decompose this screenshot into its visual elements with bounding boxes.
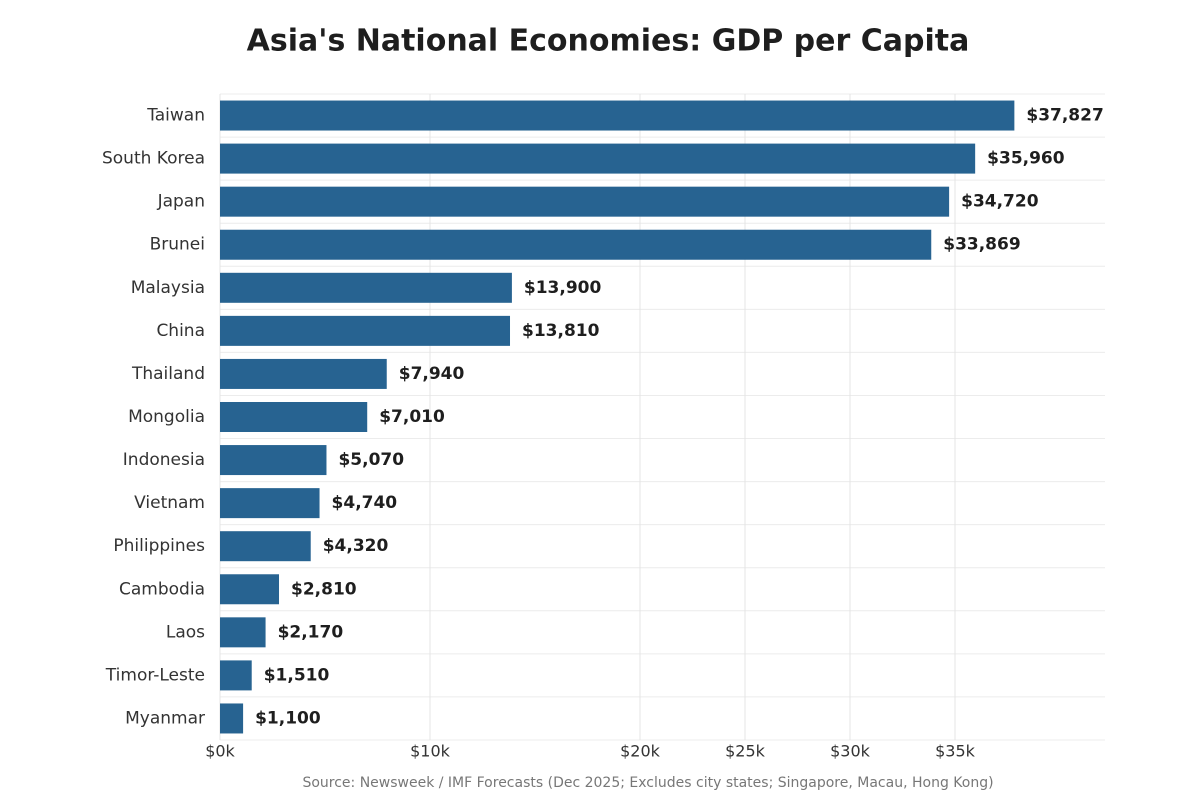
x-tick-label: $20k	[620, 742, 661, 761]
value-label: $1,100	[255, 708, 321, 728]
value-label: $1,510	[264, 665, 330, 685]
y-tick-label: Myanmar	[125, 708, 205, 728]
value-label: $2,170	[278, 622, 344, 642]
y-tick-label: Taiwan	[146, 106, 205, 126]
x-tick-label: $10k	[410, 742, 451, 761]
y-tick-label: Timor-Leste	[105, 665, 205, 685]
y-tick-label: Laos	[166, 622, 205, 642]
bar	[220, 143, 976, 174]
bar	[220, 445, 327, 476]
y-tick-label: Vietnam	[134, 493, 205, 513]
y-tick-label: Thailand	[131, 364, 205, 384]
x-tick-label: $25k	[725, 742, 766, 761]
bar	[220, 617, 266, 648]
x-tick-label: $0k	[205, 742, 235, 761]
value-label: $4,320	[323, 536, 389, 556]
value-label: $13,810	[522, 321, 600, 341]
y-tick-label: Mongolia	[128, 407, 205, 427]
value-label: $2,810	[291, 579, 357, 599]
y-tick-label: Indonesia	[123, 450, 205, 470]
y-tick-label: China	[156, 321, 205, 341]
value-label: $4,740	[332, 493, 398, 513]
y-tick-label: Brunei	[150, 235, 205, 255]
y-tick-label: Japan	[157, 192, 205, 212]
value-label: $37,827	[1026, 106, 1103, 126]
bar	[220, 703, 244, 734]
bar	[220, 315, 511, 346]
y-tick-label: South Korea	[102, 149, 205, 169]
bar	[220, 574, 280, 605]
source-note: Source: Newsweek / IMF Forecasts (Dec 20…	[302, 775, 993, 791]
bar	[220, 229, 932, 260]
bar	[220, 186, 950, 217]
value-label: $35,960	[987, 149, 1065, 169]
value-label: $5,070	[338, 450, 404, 470]
bar	[220, 660, 252, 691]
bar	[220, 488, 320, 519]
value-label: $34,720	[961, 192, 1039, 212]
chart-title: Asia's National Economies: GDP per Capit…	[247, 24, 970, 59]
value-label: $7,940	[399, 364, 465, 384]
value-label: $33,869	[943, 235, 1020, 255]
bar	[220, 358, 387, 389]
y-tick-label: Philippines	[113, 536, 205, 556]
bar	[220, 100, 1015, 131]
bar	[220, 402, 368, 432]
y-tick-label: Cambodia	[119, 579, 205, 599]
x-tick-label: $30k	[830, 742, 871, 761]
x-tick-label: $35k	[935, 742, 976, 761]
y-tick-label: Malaysia	[131, 278, 205, 298]
value-label: $13,900	[524, 278, 602, 298]
value-label: $7,010	[379, 407, 445, 427]
bar	[220, 272, 512, 303]
bar	[220, 531, 311, 562]
